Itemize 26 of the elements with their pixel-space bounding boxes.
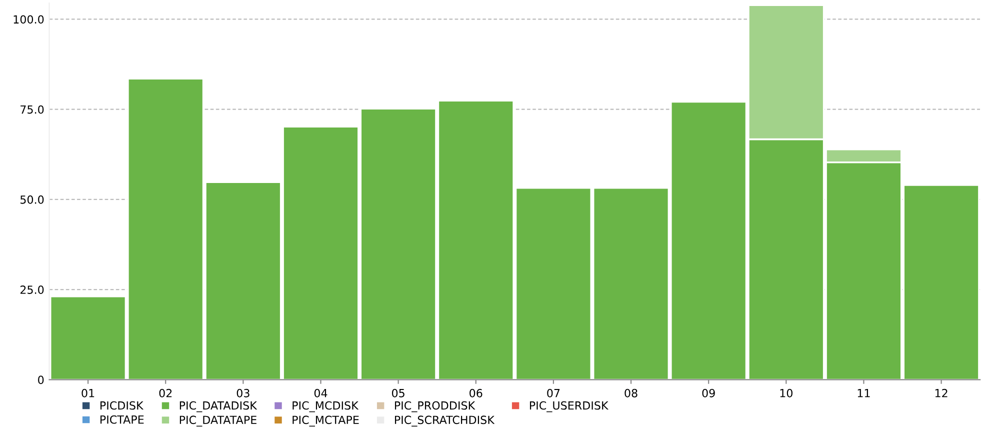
x-tick-label: 12 — [935, 388, 948, 398]
legend-label: PIC_MCTAPE — [292, 416, 359, 427]
y-tick-label: 0 — [38, 376, 44, 384]
x-tick-label: 01 — [82, 388, 94, 398]
legend-label: PIC_PRODDISK — [394, 401, 476, 412]
legend-label: PIC_DATADISK — [180, 401, 258, 412]
x-tick-label: 03 — [236, 388, 250, 398]
x-tick-label: 11 — [858, 389, 870, 398]
x-tick-label: 04 — [314, 388, 328, 398]
x-tick-label: 05 — [392, 388, 404, 398]
x-tick-label: 06 — [470, 388, 482, 398]
y-tick-label: 50.0 — [20, 195, 44, 204]
x-tick-label: 08 — [624, 388, 638, 398]
y-tick-label: 100.0 — [14, 15, 44, 24]
legend-label: PIC_DATATAPE — [180, 416, 256, 427]
x-tick-label: 09 — [702, 388, 715, 398]
legend-label: PICDISK — [100, 401, 144, 410]
x-tick-label: 10 — [780, 388, 792, 398]
legend-label: PIC_USERDISK — [530, 401, 609, 412]
legend-label: PIC_SCRATCHDISK — [394, 416, 495, 427]
legend-label: PICTAPE — [100, 415, 144, 424]
y-tick-label: 75.0 — [20, 105, 44, 114]
x-tick-label: 07 — [547, 388, 560, 398]
legend-label: PIC_MCDISK — [292, 401, 359, 412]
x-tick-label: 02 — [159, 388, 172, 398]
y-tick-label: 25.0 — [20, 286, 44, 294]
